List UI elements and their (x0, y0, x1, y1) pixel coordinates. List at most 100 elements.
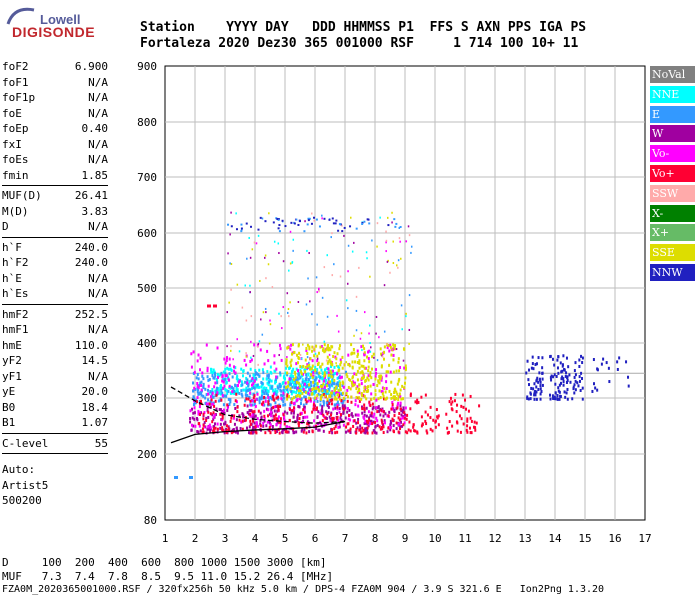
echo-point (333, 365, 336, 369)
echo-point (264, 220, 267, 223)
echo-point (406, 431, 409, 435)
echo-point (349, 427, 352, 431)
echo-point (286, 356, 288, 359)
echo-point (248, 236, 250, 239)
echo-point (242, 374, 245, 378)
echo-point (257, 409, 260, 413)
echo-point (224, 374, 227, 378)
echo-point (341, 224, 343, 227)
echo-point (229, 233, 231, 236)
echo-point (267, 263, 270, 266)
echo-point (385, 239, 388, 242)
echo-point (258, 396, 261, 400)
echo-point (236, 405, 239, 409)
echo-point (340, 398, 343, 402)
echo-point (359, 337, 362, 340)
echo-point (330, 398, 333, 402)
echo-point (356, 390, 359, 394)
echo-point (241, 306, 244, 309)
param-key: foE (2, 106, 22, 120)
echo-point (302, 419, 305, 423)
echo-point (336, 403, 339, 407)
echo-point (364, 353, 366, 356)
echo-point (325, 359, 328, 362)
echo-point (229, 398, 232, 402)
x-tick-label: 17 (638, 532, 651, 545)
echo-point (256, 417, 259, 421)
echo-point (392, 395, 395, 399)
echo-point (363, 366, 366, 370)
echo-point (354, 360, 357, 364)
echo-point (396, 382, 399, 386)
echo-point (296, 353, 299, 357)
echo-point (221, 379, 224, 383)
echo-point (451, 400, 454, 404)
echo-point (213, 376, 216, 380)
echo-point (253, 379, 256, 383)
echo-point (355, 421, 358, 425)
echo-point (279, 405, 282, 409)
echo-point (249, 414, 252, 418)
echo-point (197, 409, 200, 413)
echo-point (325, 347, 328, 351)
y-tick-label: 600 (137, 227, 157, 240)
echo-point (324, 394, 327, 398)
echo-point (408, 420, 411, 424)
y-tick-label: 900 (137, 60, 157, 73)
echo-point (286, 387, 289, 391)
echo-point (434, 425, 437, 429)
echo-point (535, 397, 538, 401)
echo-point (560, 377, 563, 381)
echo-point (327, 346, 330, 350)
x-tick-label: 2 (192, 532, 199, 545)
echo-point (347, 413, 350, 417)
echo-point (197, 430, 200, 434)
echo-point (334, 355, 337, 359)
echo-point (402, 359, 405, 362)
echo-point (330, 428, 333, 432)
echo-point (366, 431, 369, 435)
echo-point (311, 359, 314, 363)
echo-point (478, 404, 481, 408)
echo-point (532, 367, 535, 371)
echo-point (296, 418, 299, 422)
echo-point (249, 256, 252, 259)
echo-point (196, 384, 199, 388)
echo-point (363, 417, 366, 421)
echo-point (401, 424, 404, 428)
echo-point (367, 374, 370, 378)
echo-point (212, 376, 215, 380)
echo-point (268, 342, 271, 345)
echo-point (358, 428, 361, 432)
echo-point (395, 407, 398, 411)
echo-point (319, 365, 322, 369)
echo-point (330, 391, 333, 395)
echo-point (213, 385, 216, 389)
echo-point (338, 347, 341, 351)
echo-point (300, 370, 303, 374)
echo-point (408, 342, 410, 345)
echo-point (331, 416, 334, 420)
echo-point (227, 429, 230, 433)
param-key: h`F2 (2, 256, 29, 269)
echo-point (247, 382, 250, 386)
echo-point (368, 222, 371, 225)
echo-point (296, 377, 299, 381)
echo-point (329, 394, 332, 398)
echo-point (196, 386, 199, 390)
echo-point (461, 393, 464, 397)
echo-point (362, 428, 365, 432)
echo-point (322, 347, 325, 351)
echo-point (299, 368, 302, 372)
echo-point (205, 393, 208, 397)
echo-point (320, 412, 323, 416)
echo-point (295, 430, 298, 434)
legend-item-x: X- (650, 204, 695, 222)
echo-point (400, 304, 403, 307)
echo-point (215, 407, 218, 411)
echo-point (240, 389, 243, 393)
echo-point (453, 399, 456, 403)
echo-point (372, 420, 375, 424)
echo-point (380, 418, 383, 422)
echo-point (401, 410, 404, 414)
